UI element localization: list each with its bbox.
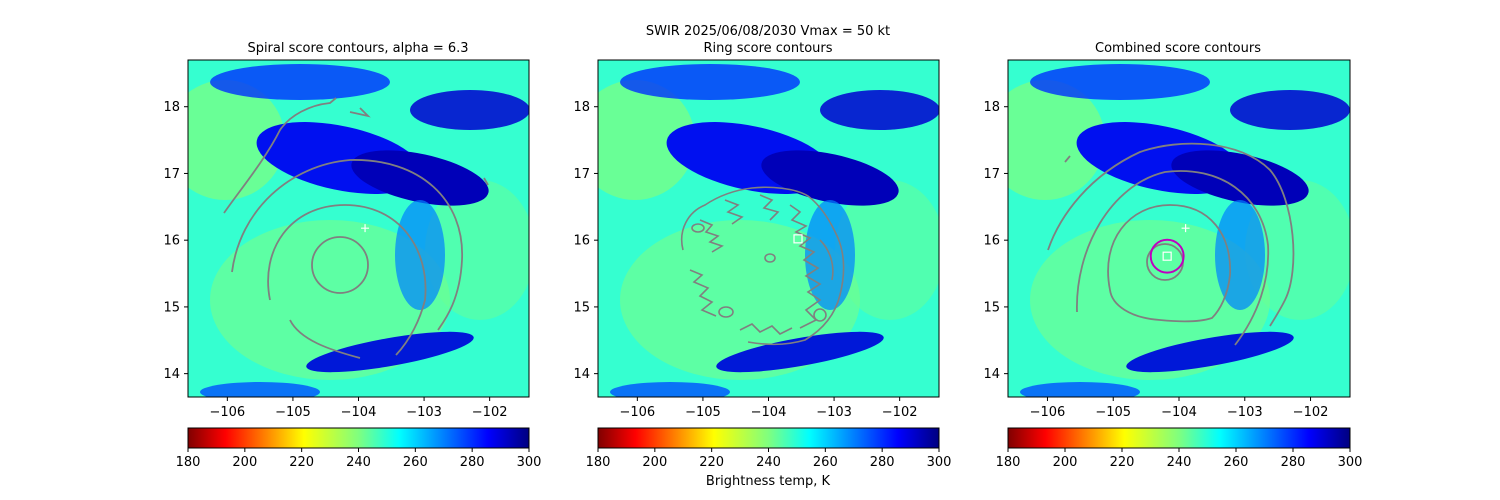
colorbar-tick-label: 220 (289, 455, 314, 470)
colorbar-tick-label: 300 (927, 455, 952, 470)
colorbar-tick-label: 240 (756, 455, 781, 470)
x-tick-label: −103 (816, 405, 852, 420)
colorbar-tick-label: 180 (586, 455, 611, 470)
brightness-field (1008, 60, 1350, 397)
panel-ring: Ring score contours (573, 41, 951, 470)
colorbar-tick-label: 180 (996, 455, 1021, 470)
y-tick-label: 16 (573, 234, 590, 249)
x-tick-label: −105 (1095, 405, 1131, 420)
panel-title: Spiral score contours, alpha = 6.3 (247, 41, 468, 56)
spiral-contours (223, 97, 489, 359)
colorbar-tick-label: 240 (346, 455, 371, 470)
center-markers (361, 224, 370, 233)
x-tick-label: −105 (275, 405, 311, 420)
y-tick-label: 15 (573, 300, 590, 315)
axis-ticks: −106 −105 −104 −103 −102 14 15 16 17 18 (983, 100, 1328, 420)
axis-ticks: −106 −105 −104 −103 −102 14 15 16 17 18 (573, 100, 917, 420)
y-tick-label: 15 (163, 300, 180, 315)
x-tick-label: −104 (1161, 405, 1197, 420)
colorbar-tick-label: 180 (176, 455, 201, 470)
colorbar: 180 200 220 240 260 280 300 (586, 427, 952, 470)
y-tick-label: 17 (163, 167, 180, 182)
x-tick-label: −104 (341, 405, 377, 420)
brightness-field (598, 60, 939, 397)
x-tick-label: −103 (406, 405, 442, 420)
colorbar-tick-label: 200 (232, 455, 257, 470)
panel-combined: Combined score contours −106 −105 −104 −103… (983, 41, 1362, 470)
x-tick-label: −106 (209, 405, 245, 420)
colorbar-tick-label: 280 (870, 455, 895, 470)
center-markers (1149, 224, 1190, 274)
combined-contours (1047, 142, 1295, 346)
colorbar: 180 200 220 240 260 280 300 (176, 427, 542, 470)
colorbar-tick-label: 200 (1053, 455, 1078, 470)
y-tick-label: 14 (983, 367, 1000, 382)
brightness-field (188, 60, 529, 397)
colorbar-tick-label: 200 (642, 455, 667, 470)
colorbar-tick-label: 260 (813, 455, 838, 470)
x-tick-label: −104 (751, 405, 787, 420)
square-marker (1162, 251, 1172, 261)
colorbar-tick-label: 220 (699, 455, 724, 470)
x-tick-label: −106 (619, 405, 655, 420)
square-marker (793, 234, 803, 244)
y-tick-label: 18 (163, 100, 180, 115)
colorbar-tick-label: 240 (1167, 455, 1192, 470)
y-tick-label: 17 (983, 167, 1000, 182)
plus-marker (1181, 224, 1190, 233)
center-markers (793, 234, 803, 244)
circle-marker (1149, 238, 1185, 274)
panel-title: Ring score contours (703, 41, 832, 56)
colorbar-tick-label: 300 (1338, 455, 1363, 470)
colorbar-tick-label: 260 (1224, 455, 1249, 470)
y-tick-label: 16 (163, 234, 180, 249)
y-tick-label: 14 (163, 367, 180, 382)
x-tick-label: −102 (472, 405, 508, 420)
figure-title: SWIR 2025/06/08/2030 Vmax = 50 kt (646, 24, 890, 39)
x-tick-label: −106 (1030, 405, 1066, 420)
y-tick-label: 18 (983, 100, 1000, 115)
y-tick-label: 17 (573, 167, 590, 182)
plus-marker (361, 224, 370, 233)
x-tick-label: −102 (882, 405, 918, 420)
panel-title: Combined score contours (1095, 41, 1261, 56)
ring-contours (681, 186, 845, 346)
colorbar-tick-label: 280 (460, 455, 485, 470)
y-tick-label: 15 (983, 300, 1000, 315)
colorbar-tick-label: 220 (1110, 455, 1135, 470)
x-tick-label: −105 (685, 405, 721, 420)
y-tick-label: 16 (983, 234, 1000, 249)
x-tick-label: −103 (1227, 405, 1263, 420)
y-tick-label: 18 (573, 100, 590, 115)
colorbar-tick-label: 260 (403, 455, 428, 470)
axis-ticks: −106 −105 −104 −103 −102 14 15 16 17 18 (163, 100, 507, 420)
x-tick-label: −102 (1293, 405, 1329, 420)
colorbar-label: Brightness temp, K (706, 474, 831, 489)
y-tick-label: 14 (573, 367, 590, 382)
colorbar-tick-label: 280 (1281, 455, 1306, 470)
panel-spiral: Spiral score contours, alpha = 6.3 (163, 41, 541, 470)
colorbar-tick-label: 300 (517, 455, 542, 470)
colorbar: 180 200 220 240 260 280 300 (996, 427, 1363, 470)
